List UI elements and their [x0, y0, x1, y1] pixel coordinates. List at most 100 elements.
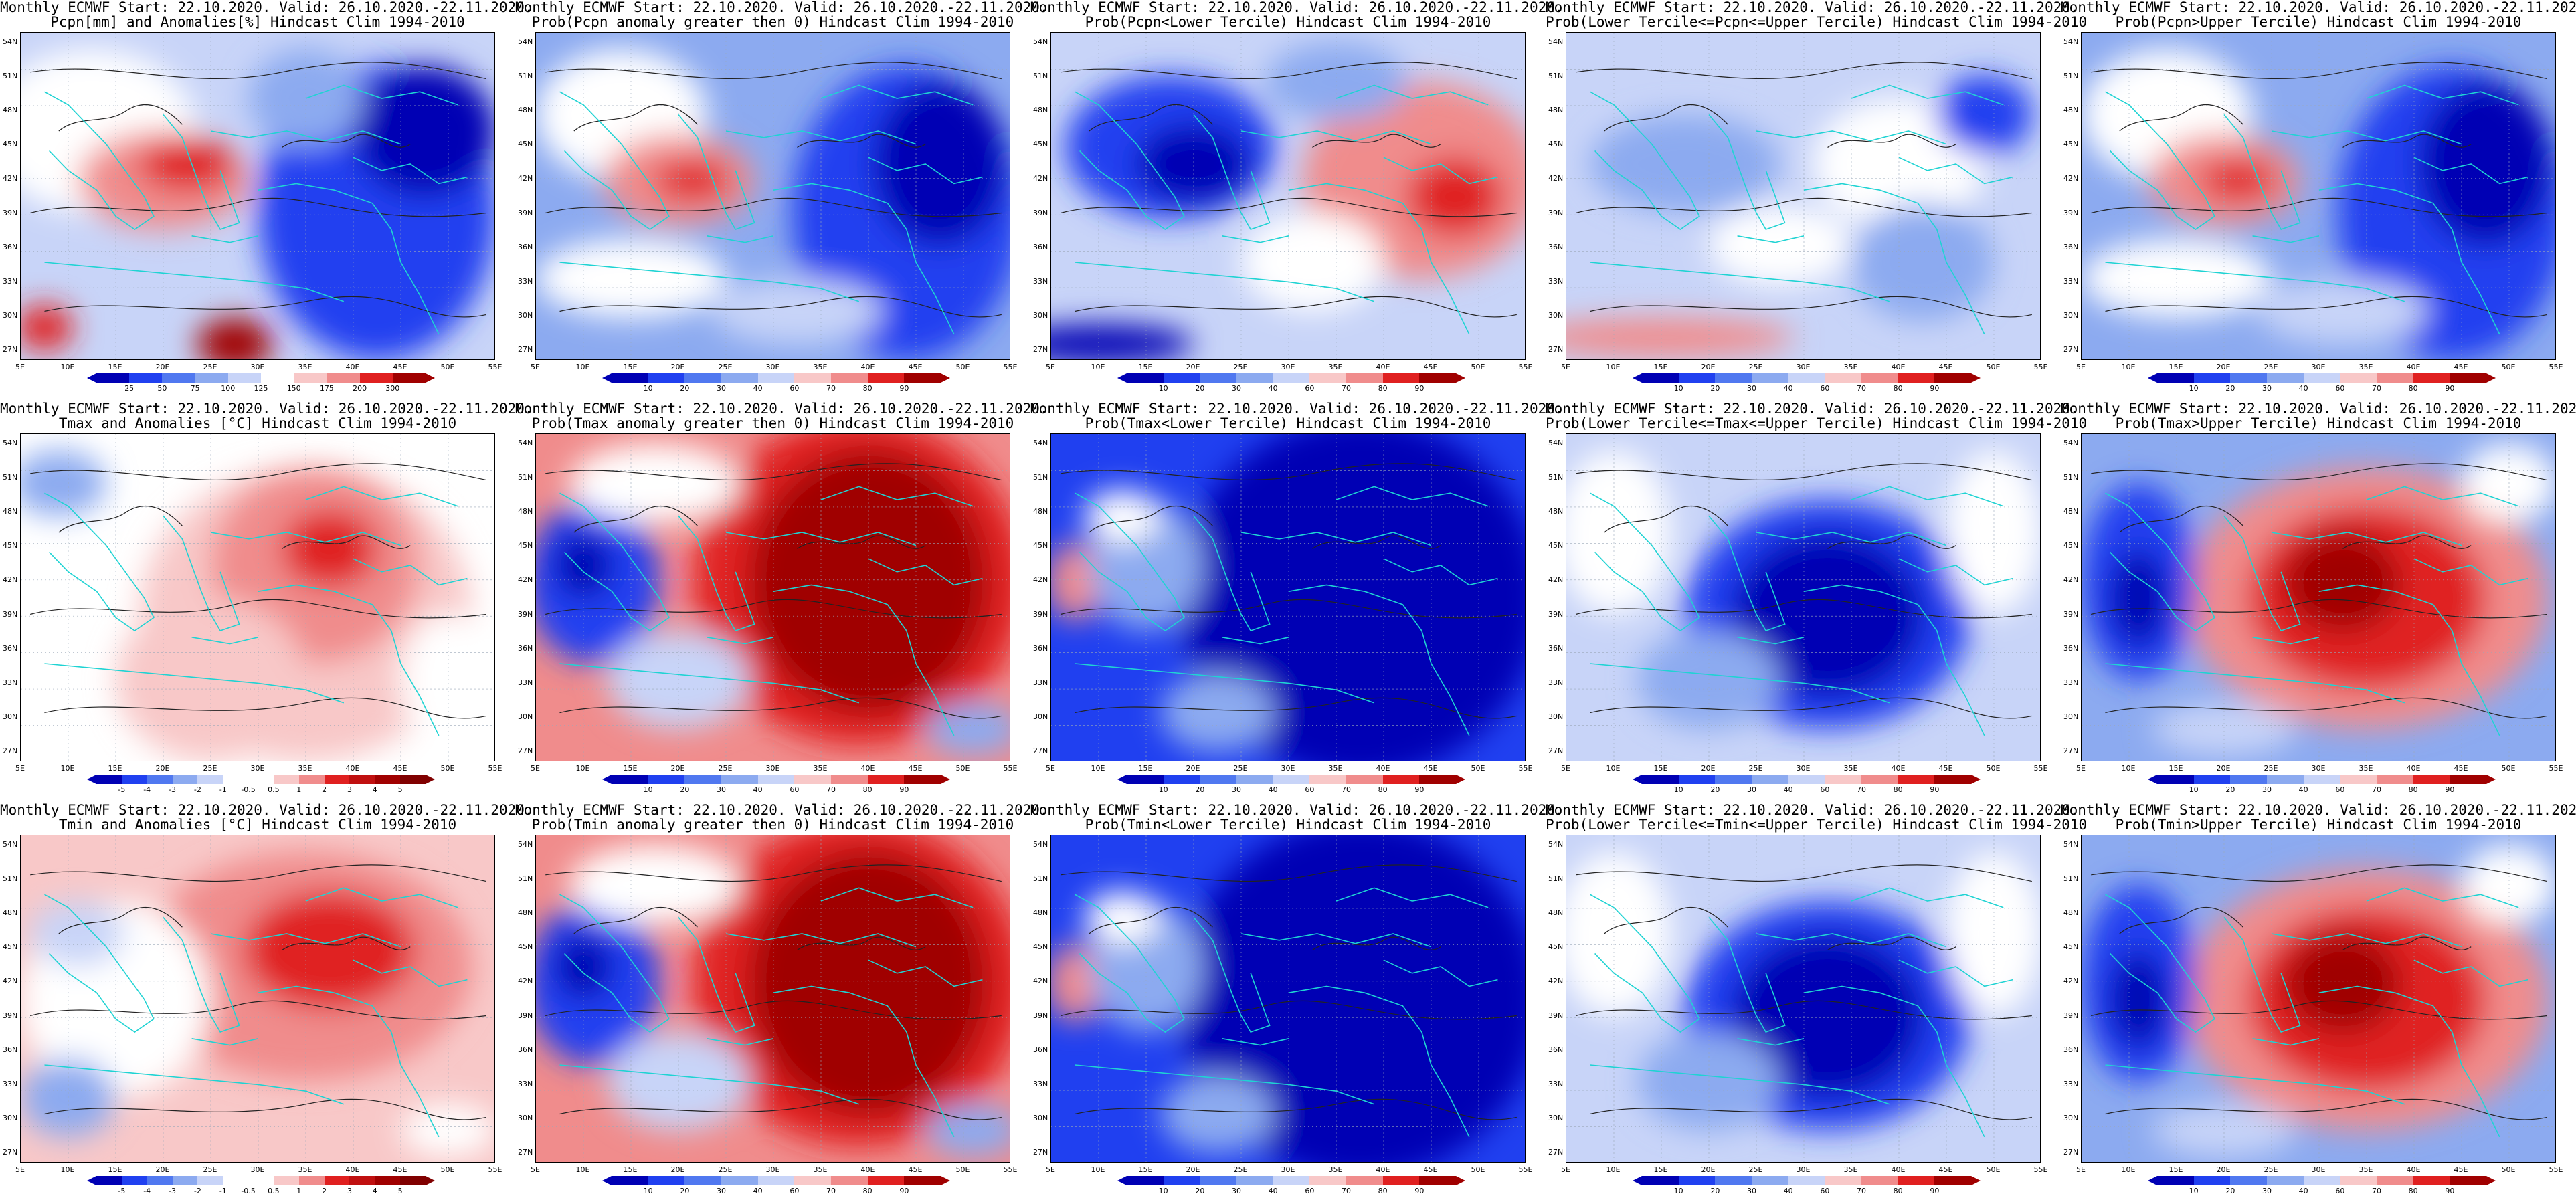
coastline: [44, 894, 155, 1033]
colorbar-tick-label: -5: [118, 1187, 126, 1195]
contour-line: [2091, 463, 2547, 481]
coastline: [1756, 933, 1947, 948]
longitude-label: 25E: [203, 1165, 217, 1174]
map-panel: Monthly ECMWF Start: 22.10.2020. Valid: …: [1546, 0, 2087, 401]
colorbar-segment: [1273, 1176, 1310, 1185]
latitude-label: 36N: [2063, 242, 2079, 252]
colorbar-segment: [2267, 373, 2304, 383]
colorbar-tick-label: 20: [680, 785, 690, 794]
coastline: [1383, 157, 1498, 185]
latitude-label: 27N: [3, 746, 18, 755]
map-area: [1050, 835, 1526, 1163]
shaded-region: [711, 278, 883, 344]
contour-line: [1604, 906, 1728, 934]
latitude-label: 48N: [518, 507, 533, 516]
longitude-label: 50E: [2501, 363, 2516, 371]
colorbar-tick-label: 0.5: [268, 785, 280, 794]
panel-title-line2: Tmin and Anomalies [°C] Hindcast Clim 19…: [58, 817, 457, 833]
map-area: [20, 433, 495, 761]
colorbar-tick-label: 10: [1158, 384, 1168, 393]
colorbar-segment: [375, 775, 401, 784]
map-area: [1566, 32, 2041, 360]
contour-line: [30, 864, 486, 882]
longitude-label: 35E: [2359, 764, 2373, 773]
coastline: [678, 114, 755, 230]
latitude-label: 30N: [1033, 1113, 1048, 1122]
panel-title-line2: Prob(Pcpn>Upper Tercile) Hindcast Clim 1…: [2115, 14, 2522, 30]
panel-title-line1: Monthly ECMWF Start: 22.10.2020. Valid: …: [515, 401, 1048, 417]
colorbar-segment: [1382, 775, 1420, 784]
colorbar-tick-label: 5: [397, 785, 403, 794]
colorbar-tick-label: 20: [2225, 785, 2235, 794]
latitude-label: 27N: [1548, 345, 1564, 354]
colorbar-tick-label: 90: [1414, 785, 1424, 794]
map-area: [535, 433, 1010, 761]
latitude-label: 48N: [2063, 908, 2079, 918]
shaded-region: [1946, 450, 2040, 615]
coastline: [1737, 637, 1805, 645]
panel-title-line2: Tmax and Anomalies [°C] Hindcast Clim 19…: [58, 415, 457, 431]
colorbar-tick-label: 40: [1268, 785, 1278, 794]
coastline: [1336, 84, 1489, 106]
longitude-label: 15E: [1138, 363, 1153, 371]
longitude-label: 40E: [2406, 764, 2421, 773]
longitude-label: 10E: [60, 363, 75, 371]
latitude-label: 48N: [2063, 106, 2079, 115]
contour-line: [30, 197, 486, 217]
coastline: [1075, 1064, 1375, 1105]
latitude-label: 51N: [3, 473, 18, 482]
latitude-label: 39N: [3, 609, 18, 619]
colorbar-tick-label: 80: [1893, 384, 1903, 393]
colorbar-left-arrow: [1633, 775, 1642, 784]
coastline: [210, 130, 401, 145]
longitude-label: 5E: [15, 363, 25, 371]
contour-line: [545, 864, 1002, 882]
panel-title-line2: Prob(Tmin anomaly greater then 0) Hindca…: [531, 817, 1014, 833]
longitude-label: 50E: [1986, 363, 2001, 371]
colorbar-segment: [2193, 373, 2231, 383]
map-area: [20, 835, 495, 1163]
colorbar-segment: [2230, 373, 2268, 383]
shaded-region: [2152, 702, 2296, 756]
latitude-label: 42N: [2063, 977, 2079, 986]
shaded-region: [925, 702, 1010, 756]
shaded-region: [2257, 278, 2429, 344]
colorbar-segment: [757, 1176, 795, 1185]
longitude-label: 20E: [1701, 1165, 1716, 1174]
shaded-region: [1051, 324, 1194, 359]
longitude-label: 35E: [1843, 764, 1858, 773]
longitude-label: 50E: [955, 1165, 970, 1174]
longitude-label: 10E: [60, 764, 75, 773]
coastline: [353, 157, 468, 185]
coastline: [1756, 532, 1947, 546]
longitude-label: 35E: [1328, 764, 1343, 773]
longitude-label: 40E: [1376, 363, 1390, 371]
colorbar-segment: [1236, 1176, 1273, 1185]
longitude-label: 45E: [1423, 363, 1438, 371]
longitude-label: 45E: [1938, 363, 1953, 371]
latitude-label: 36N: [518, 643, 533, 653]
map-area: [1566, 433, 2041, 761]
longitude-label: 40E: [860, 363, 875, 371]
latitude-label: 48N: [518, 106, 533, 115]
longitude-label: 10E: [1091, 363, 1105, 371]
coastline: [44, 663, 345, 704]
latitude-label: 54N: [518, 439, 533, 447]
latitude-label: 39N: [1548, 1011, 1564, 1020]
colorbar-tick-label: 75: [190, 384, 200, 393]
shaded-region: [139, 137, 235, 191]
colorbar-right-arrow: [425, 1176, 435, 1185]
colorbar-segment: [831, 1176, 868, 1185]
colorbar-segment: [721, 373, 758, 383]
latitude-label: 45N: [518, 541, 533, 550]
colorbar-tick-label: 4: [372, 1187, 377, 1195]
panel-title-line1: Monthly ECMWF Start: 22.10.2020. Valid: …: [0, 401, 533, 417]
colorbar-tick-label: 3: [347, 1187, 352, 1195]
longitude-label: 25E: [1233, 363, 1248, 371]
coastline: [353, 959, 468, 987]
coastline: [44, 262, 345, 302]
contour-line: [2105, 296, 2547, 318]
latitude-label: 54N: [3, 37, 18, 46]
longitude-label: 20E: [2216, 764, 2231, 773]
contour-line: [1590, 697, 2032, 719]
